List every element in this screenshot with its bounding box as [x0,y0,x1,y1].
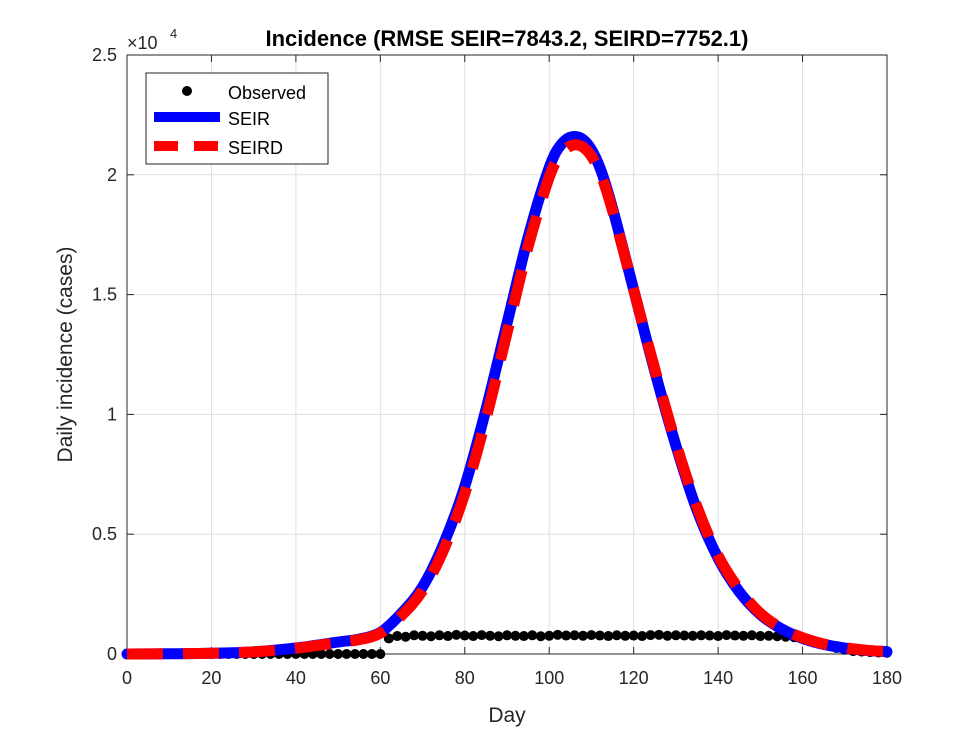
observed-point [763,630,774,641]
observed-point [603,631,614,642]
y-tick-label: 2 [107,165,117,185]
observed-point [696,630,707,641]
observed-point [341,649,352,659]
observed-point [713,631,724,642]
observed-point [493,631,504,642]
legend: Observed SEIR SEIRD [145,72,329,165]
y-tick-label: 2.5 [92,45,117,65]
y-axis-label: Daily incidence (cases) [54,247,77,463]
observed-point [628,630,639,641]
observed-point [561,630,572,641]
x-tick-label: 60 [370,668,390,688]
y-tick-label: 0.5 [92,524,117,544]
observed-point [400,631,411,642]
observed-point [485,630,496,641]
legend-observed-marker [182,86,192,96]
axes-box [126,54,888,655]
observed-point [662,630,673,641]
observed-point [434,630,445,641]
legend-seird-label: SEIRD [228,138,283,158]
x-tick-label: 20 [201,668,221,688]
observed-point [527,630,538,641]
observed-point [350,649,360,659]
observed-point [409,630,420,641]
observed-point [459,630,470,641]
y-exponent-label: ×10 4 [127,26,177,53]
observed-point [586,630,597,641]
observed-point [755,631,766,642]
series-seird-line [126,139,888,660]
y-exponent-prefix: ×10 [127,33,158,53]
chart-title: Incidence (RMSE SEIR=7843.2, SEIRD=7752.… [265,26,748,51]
observed-point [654,629,664,640]
legend-observed-label: Observed [228,83,306,103]
observed-point [333,649,344,659]
observed-point [552,629,563,640]
observed-point [687,630,698,641]
observed-point [611,630,622,641]
y-exponent-power: 4 [170,26,177,41]
observed-point [468,631,479,642]
x-axis-label: Day [488,704,526,727]
observed-point [316,649,327,659]
observed-point [502,630,512,641]
x-tick-label: 40 [286,668,306,688]
y-tick-label: 0 [107,644,117,664]
observed-point [518,631,529,642]
observed-point [738,630,749,641]
observed-point [594,630,605,641]
observed-point [510,630,521,641]
x-tick-label: 160 [788,668,818,688]
observed-point [375,649,386,659]
x-tick-label: 140 [703,668,733,688]
observed-point [704,630,715,641]
observed-point [637,631,648,642]
observed-point [358,649,369,659]
observed-point [578,630,588,641]
x-tick-label: 0 [122,668,132,688]
x-tick-label: 80 [455,668,475,688]
observed-point [324,649,335,659]
x-tick-label: 100 [534,668,564,688]
observed-point [544,630,555,641]
observed-point [366,649,377,659]
observed-point [392,631,403,642]
observed-point [569,630,580,641]
y-tick-label: 1 [107,404,117,424]
observed-point [442,631,453,642]
observed-point [535,631,546,642]
legend-seir-label: SEIR [228,109,270,129]
observed-point [476,630,487,641]
observed-point [679,630,690,641]
observed-point [670,630,681,641]
y-tick-label: 1.5 [92,285,117,305]
observed-point [721,630,732,641]
observed-point [746,630,757,641]
x-tick-label: 180 [872,668,902,688]
observed-point [417,630,428,641]
observed-point [730,630,740,641]
observed-point [620,630,631,641]
observed-point [451,629,462,640]
series [121,130,893,660]
observed-point [645,630,656,641]
observed-point [426,631,436,642]
x-tick-label: 120 [619,668,649,688]
